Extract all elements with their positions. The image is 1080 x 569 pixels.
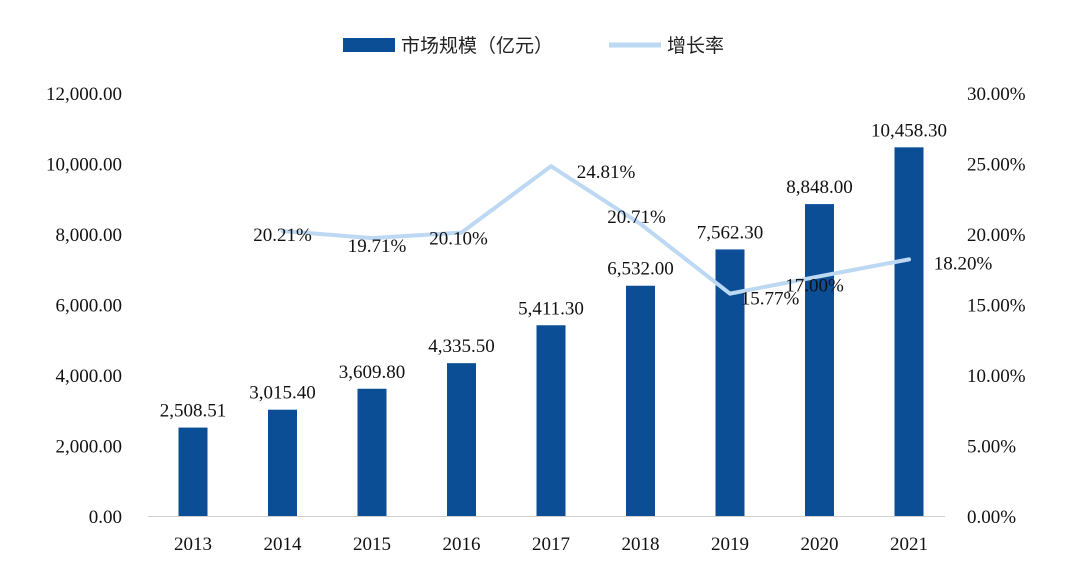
x-tick-label: 2019 — [711, 534, 749, 555]
line-series — [280, 164, 911, 296]
legend-label-growth-rate: 增长率 — [667, 35, 724, 57]
left-tick-label: 2,000.00 — [56, 437, 123, 458]
bar — [894, 147, 924, 517]
x-tick-label: 2015 — [353, 534, 391, 555]
left-tick-label: 0.00 — [89, 507, 122, 528]
line-data-labels: 20.21% 19.71% 20.10% 24.81% 20.71% 15.77%17.0… — [253, 162, 992, 309]
x-tick-label: 2021 — [890, 534, 928, 555]
legend-swatch-market-size — [343, 38, 395, 52]
bar — [805, 204, 834, 516]
bar — [178, 427, 208, 516]
right-tick-label: 20.00% — [967, 225, 1026, 246]
left-tick-label: 8,000.00 — [56, 225, 123, 246]
legend: 市场规模（亿元） 增长率 — [343, 35, 724, 57]
line-value-label: 17.00% — [785, 275, 844, 296]
bar-value-label: 6,532.00 — [607, 259, 674, 280]
bar — [357, 388, 387, 516]
right-tick-label: 25.00% — [967, 155, 1026, 176]
right-tick-label: 5.00% — [967, 437, 1016, 458]
bar-value-label: 4,335.50 — [428, 336, 495, 357]
legend-label-market-size: 市场规模（亿元） — [401, 35, 553, 57]
left-tick-label: 10,000.00 — [46, 155, 122, 176]
x-tick-label: 2017 — [532, 534, 570, 555]
line-value-label: 20.21% — [253, 225, 312, 246]
x-axis: 2013 2014 2015 2016 2017 2018 2019 2020 2021 — [174, 534, 928, 555]
x-tick-label: 2016 — [443, 534, 481, 555]
right-tick-label: 10.00% — [967, 366, 1026, 387]
bar-data-labels: 2,508.51 3,015.40 3,609.80 4,335.50 5,411.30… — [160, 120, 947, 421]
bar-value-label: 7,562.30 — [697, 222, 764, 243]
x-tick-label: 2014 — [264, 534, 303, 555]
line-value-label: 15.77% — [741, 289, 800, 310]
right-axis: 0.00% 5.00% 10.00% 15.00% 20.00% 25.00% 30.00% — [967, 84, 1026, 528]
bar-value-label: 3,609.80 — [339, 362, 406, 383]
bar — [447, 363, 476, 516]
line-value-label: 20.71% — [607, 207, 666, 228]
line-value-label: 18.20% — [934, 253, 993, 274]
bar-value-label: 3,015.40 — [249, 383, 316, 404]
bar-series — [178, 147, 924, 517]
bar-value-label: 2,508.51 — [160, 401, 227, 422]
x-tick-label: 2020 — [801, 534, 839, 555]
left-axis: 0.00 2,000.00 4,000.00 6,000.00 8,000.00 10,0… — [46, 84, 122, 528]
x-tick-label: 2018 — [622, 534, 660, 555]
bar-value-label: 10,458.30 — [871, 120, 947, 141]
bar — [268, 409, 297, 516]
left-tick-label: 6,000.00 — [56, 296, 123, 317]
right-tick-label: 30.00% — [967, 84, 1026, 105]
bar-value-label: 8,848.00 — [786, 177, 853, 198]
line-value-label: 24.81% — [577, 162, 636, 183]
line-value-label: 19.71% — [348, 236, 407, 257]
bar-value-label: 5,411.30 — [518, 298, 584, 319]
x-tick-label: 2013 — [174, 534, 212, 555]
right-tick-label: 0.00% — [967, 507, 1016, 528]
right-tick-label: 15.00% — [967, 296, 1026, 317]
bar — [536, 325, 566, 516]
growth-rate-line — [280, 164, 911, 296]
left-tick-label: 12,000.00 — [46, 84, 122, 105]
bar — [626, 285, 655, 516]
left-tick-label: 4,000.00 — [56, 366, 123, 387]
line-value-label: 20.10% — [429, 229, 488, 250]
